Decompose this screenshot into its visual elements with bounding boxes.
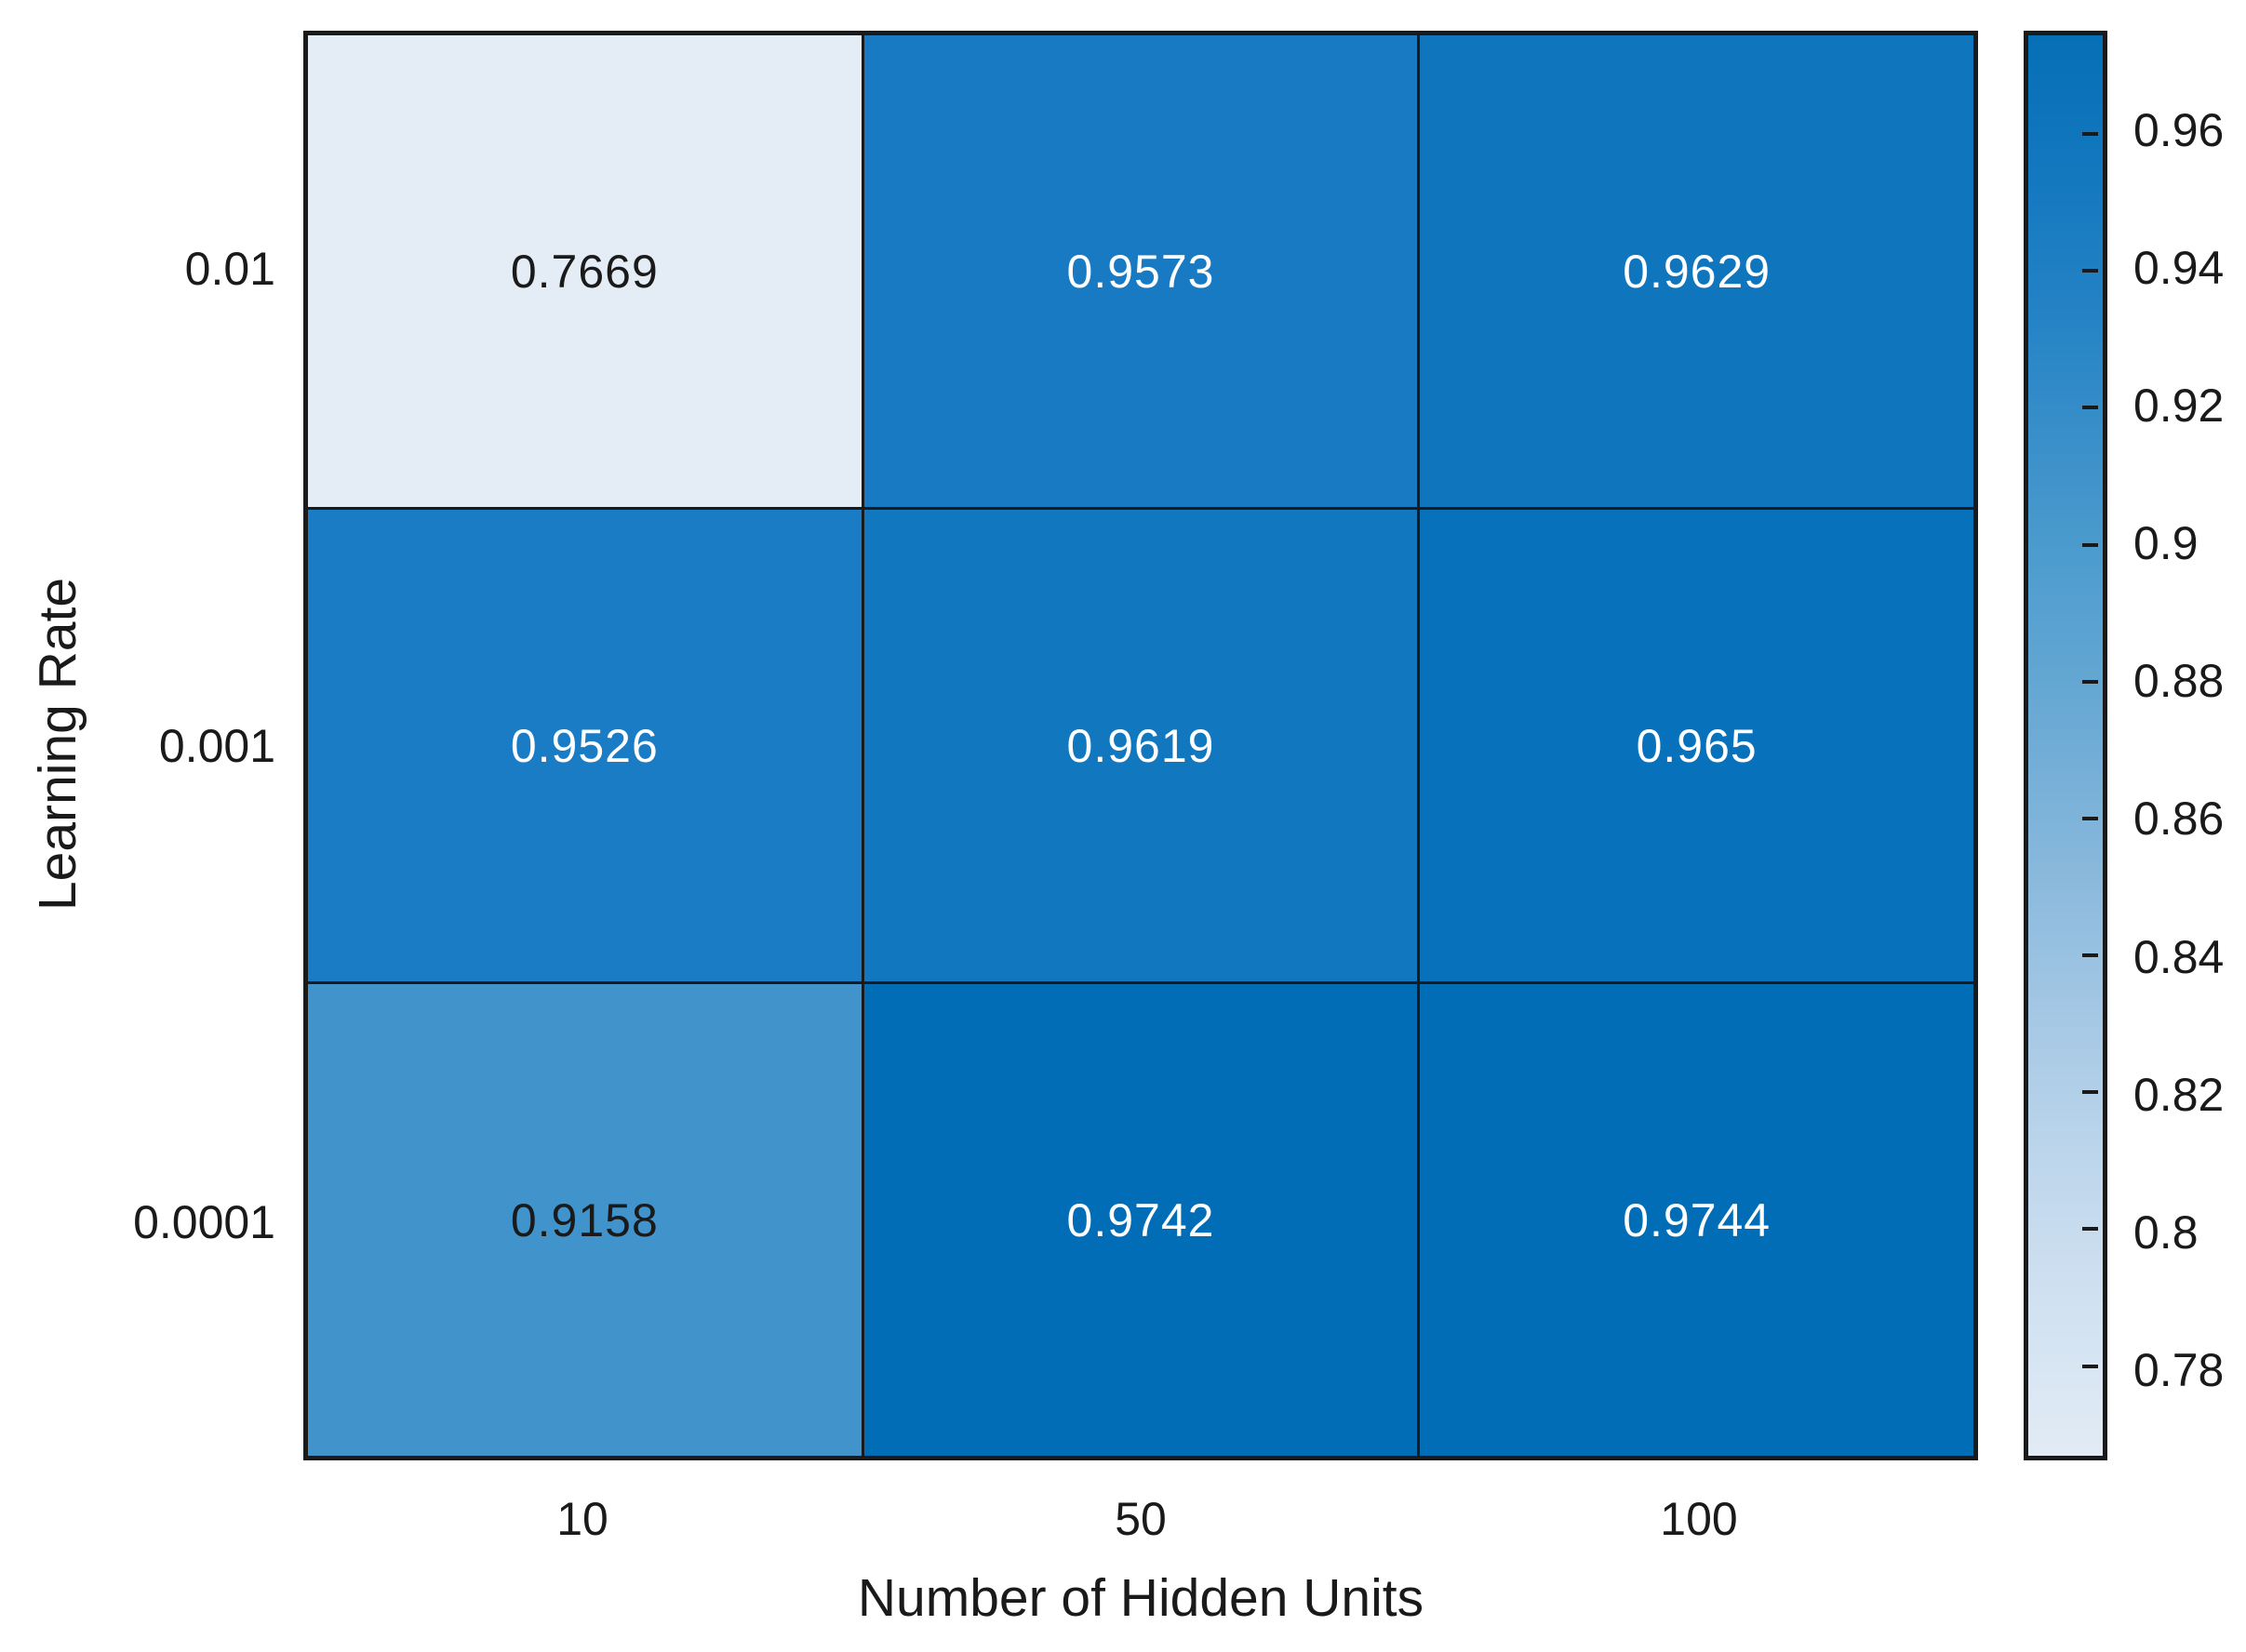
colorbar-tick-label: 0.86 bbox=[2133, 793, 2225, 846]
colorbar-tick bbox=[2082, 131, 2098, 136]
colorbar-tick bbox=[2082, 406, 2098, 410]
cell-value-label: 0.7669 bbox=[510, 245, 659, 298]
colorbar-tick-label: 0.9 bbox=[2133, 517, 2199, 570]
heatmap-cell: 0.9742 bbox=[863, 984, 1418, 1456]
colorbar-tick-label: 0.84 bbox=[2133, 930, 2225, 983]
heatmap-cell: 0.9629 bbox=[1420, 35, 1973, 507]
heatmap-cell: 0.9158 bbox=[308, 984, 862, 1456]
heatmap-cell: 0.965 bbox=[1420, 510, 1973, 981]
colorbar-tick-label: 0.96 bbox=[2133, 103, 2225, 156]
cell-value-label: 0.9742 bbox=[1066, 1193, 1215, 1246]
y-tick-label: 0.01 bbox=[184, 243, 275, 296]
colorbar-tick-label: 0.94 bbox=[2133, 241, 2225, 294]
heatmap-cell: 0.9526 bbox=[308, 510, 862, 981]
x-tick-label: 100 bbox=[1660, 1493, 1738, 1545]
heatmap-grid: 0.7669 0.9573 0.9629 0.9526 0.9619 0.965 0.915… bbox=[303, 31, 1978, 1460]
y-tick-label: 0.001 bbox=[158, 719, 275, 772]
colorbar-tick-label: 0.88 bbox=[2133, 655, 2225, 708]
colorbar-tick bbox=[2082, 1227, 2098, 1232]
x-tick-label: 50 bbox=[1115, 1493, 1167, 1545]
colorbar-tick bbox=[2082, 1090, 2098, 1095]
cell-value-label: 0.9619 bbox=[1066, 719, 1215, 772]
x-axis-title: Number of Hidden Units bbox=[857, 1568, 1424, 1628]
heatmap-cell: 0.9744 bbox=[1420, 984, 1973, 1456]
colorbar-tick bbox=[2082, 679, 2098, 684]
cell-value-label: 0.965 bbox=[1636, 719, 1758, 772]
cell-value-label: 0.9744 bbox=[1623, 1193, 1771, 1246]
colorbar-tick bbox=[2082, 1364, 2098, 1368]
cell-value-label: 0.9158 bbox=[510, 1193, 659, 1246]
colorbar-gradient bbox=[2028, 35, 2103, 1456]
x-tick-label: 10 bbox=[556, 1493, 608, 1545]
colorbar-tick-label: 0.78 bbox=[2133, 1343, 2225, 1396]
colorbar-tick-label: 0.82 bbox=[2133, 1068, 2225, 1121]
cell-value-label: 0.9573 bbox=[1066, 245, 1215, 298]
cell-value-label: 0.9526 bbox=[510, 719, 659, 772]
colorbar bbox=[2024, 31, 2107, 1460]
heatmap-cell: 0.9573 bbox=[863, 35, 1418, 507]
heatmap-cell: 0.9619 bbox=[863, 510, 1418, 981]
heatmap-cell: 0.7669 bbox=[308, 35, 862, 507]
colorbar-tick bbox=[2082, 542, 2098, 547]
colorbar-tick-label: 0.8 bbox=[2133, 1206, 2199, 1259]
colorbar-tick bbox=[2082, 953, 2098, 958]
colorbar-tick bbox=[2082, 269, 2098, 273]
colorbar-tick-label: 0.92 bbox=[2133, 379, 2225, 432]
colorbar-tick bbox=[2082, 816, 2098, 820]
cell-value-label: 0.9629 bbox=[1623, 245, 1771, 298]
y-tick-label: 0.0001 bbox=[133, 1195, 275, 1248]
